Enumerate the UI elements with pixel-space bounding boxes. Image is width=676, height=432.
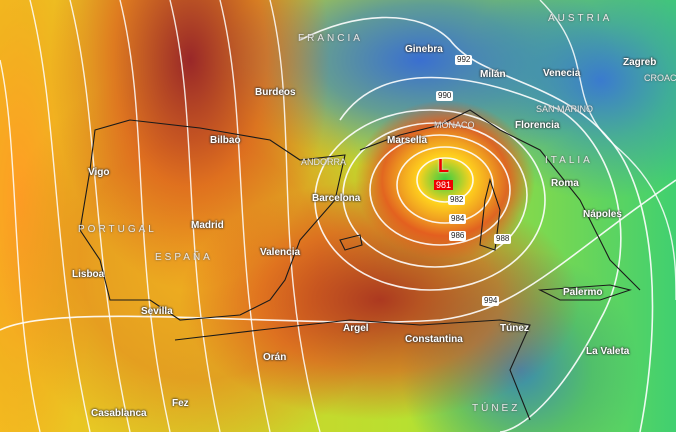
city-sevilla[interactable]: Sevilla [141,306,173,317]
city-venecia[interactable]: Venecia [543,68,581,79]
country-label-portugal: PORTUGAL [78,224,157,235]
isobar-label: 984 [449,214,467,224]
country-label-espana: ESPAÑA [155,252,213,263]
city-oran[interactable]: Orán [263,352,287,363]
country-label-italia: ITALIA [545,155,593,166]
city-burdeos[interactable]: Burdeos [255,87,296,98]
country-label-croacia: CROAC [644,73,676,83]
city-fez[interactable]: Fez [172,398,189,409]
low-pressure-value: 981 [434,180,454,190]
city-ginebra[interactable]: Ginebra [405,44,443,55]
isobar [539,0,676,301]
isobar [369,134,511,246]
isobar-label: 992 [455,55,473,65]
city-madrid[interactable]: Madrid [191,220,224,231]
country-label-andorra: ANDORRA [301,157,347,167]
city-zagreb[interactable]: Zagreb [623,57,657,68]
city-marsella[interactable]: Marsella [387,135,428,146]
country-label-san-marino: SAN MARINO [536,104,594,114]
isobar-label: 990 [436,91,454,101]
city-florencia[interactable]: Florencia [515,120,560,131]
low-symbol: L [438,156,450,176]
isobar [0,179,676,331]
city-argel[interactable]: Argel [343,323,369,334]
city-lisboa[interactable]: Lisboa [72,269,105,280]
isobar [269,0,321,432]
isobar [342,122,528,268]
country-label-austria: AUSTRIA [548,13,613,24]
isobar-label: 982 [448,195,466,205]
city-barcelona[interactable]: Barcelona [312,193,361,204]
isobar [339,76,622,432]
city-la-valeta[interactable]: La Valeta [586,346,630,357]
isobar-label: 994 [482,296,500,306]
isobar [299,16,654,432]
city-casablanca[interactable]: Casablanca [91,408,147,419]
country-label-monaco: MÓNACO [434,120,475,130]
isobar-label: 986 [449,231,467,241]
isobar [219,0,271,432]
isobar [314,109,546,291]
city-constantina[interactable]: Constantina [405,334,463,345]
country-label-tunez: TÚNEZ [472,403,521,414]
isobar [119,0,171,432]
city-vigo[interactable]: Vigo [88,167,110,178]
city-milan[interactable]: Milán [480,69,506,80]
low-pressure-marker[interactable]: L 981 [434,156,454,193]
city-tunez[interactable]: Túnez [500,323,529,334]
isobar [169,0,221,432]
city-valencia[interactable]: Valencia [260,247,301,258]
isobar-label: 988 [494,234,512,244]
city-palermo[interactable]: Palermo [563,287,603,298]
isobar [69,0,131,432]
city-napoles[interactable]: Nápoles [583,209,622,220]
coastline [79,109,641,421]
isobar [0,59,41,432]
city-roma[interactable]: Roma [551,178,579,189]
isobar [416,157,474,203]
city-bilbao[interactable]: Bilbao [210,135,241,146]
isobar [29,0,91,432]
isobar [396,146,494,224]
country-label-francia: FRANCIA [298,33,363,44]
